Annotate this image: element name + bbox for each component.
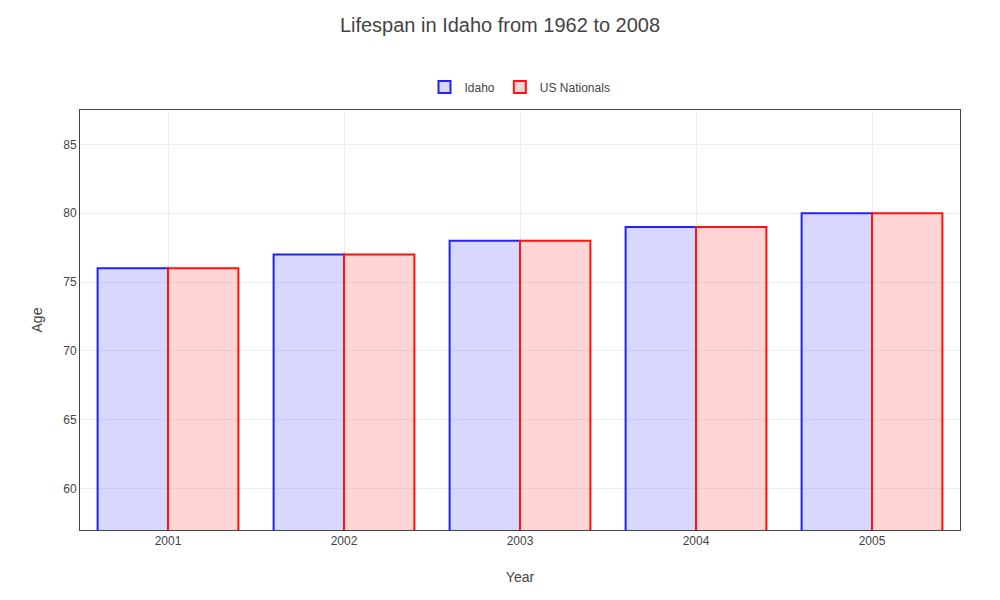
svg-text:2001: 2001 bbox=[155, 534, 182, 548]
svg-text:2002: 2002 bbox=[331, 534, 358, 548]
svg-text:Age: Age bbox=[29, 307, 45, 332]
svg-text:US Nationals: US Nationals bbox=[540, 81, 610, 95]
svg-text:60: 60 bbox=[63, 482, 77, 496]
svg-text:Idaho: Idaho bbox=[465, 81, 495, 95]
svg-text:2003: 2003 bbox=[507, 534, 534, 548]
svg-text:80: 80 bbox=[63, 206, 77, 220]
svg-text:2004: 2004 bbox=[683, 534, 710, 548]
svg-text:75: 75 bbox=[63, 275, 77, 289]
svg-text:85: 85 bbox=[63, 138, 77, 152]
svg-text:Year: Year bbox=[506, 569, 535, 585]
svg-text:70: 70 bbox=[63, 344, 77, 358]
svg-text:2005: 2005 bbox=[859, 534, 886, 548]
svg-text:Lifespan in Idaho from 1962 to: Lifespan in Idaho from 1962 to 2008 bbox=[340, 14, 660, 36]
svg-text:65: 65 bbox=[63, 413, 77, 427]
